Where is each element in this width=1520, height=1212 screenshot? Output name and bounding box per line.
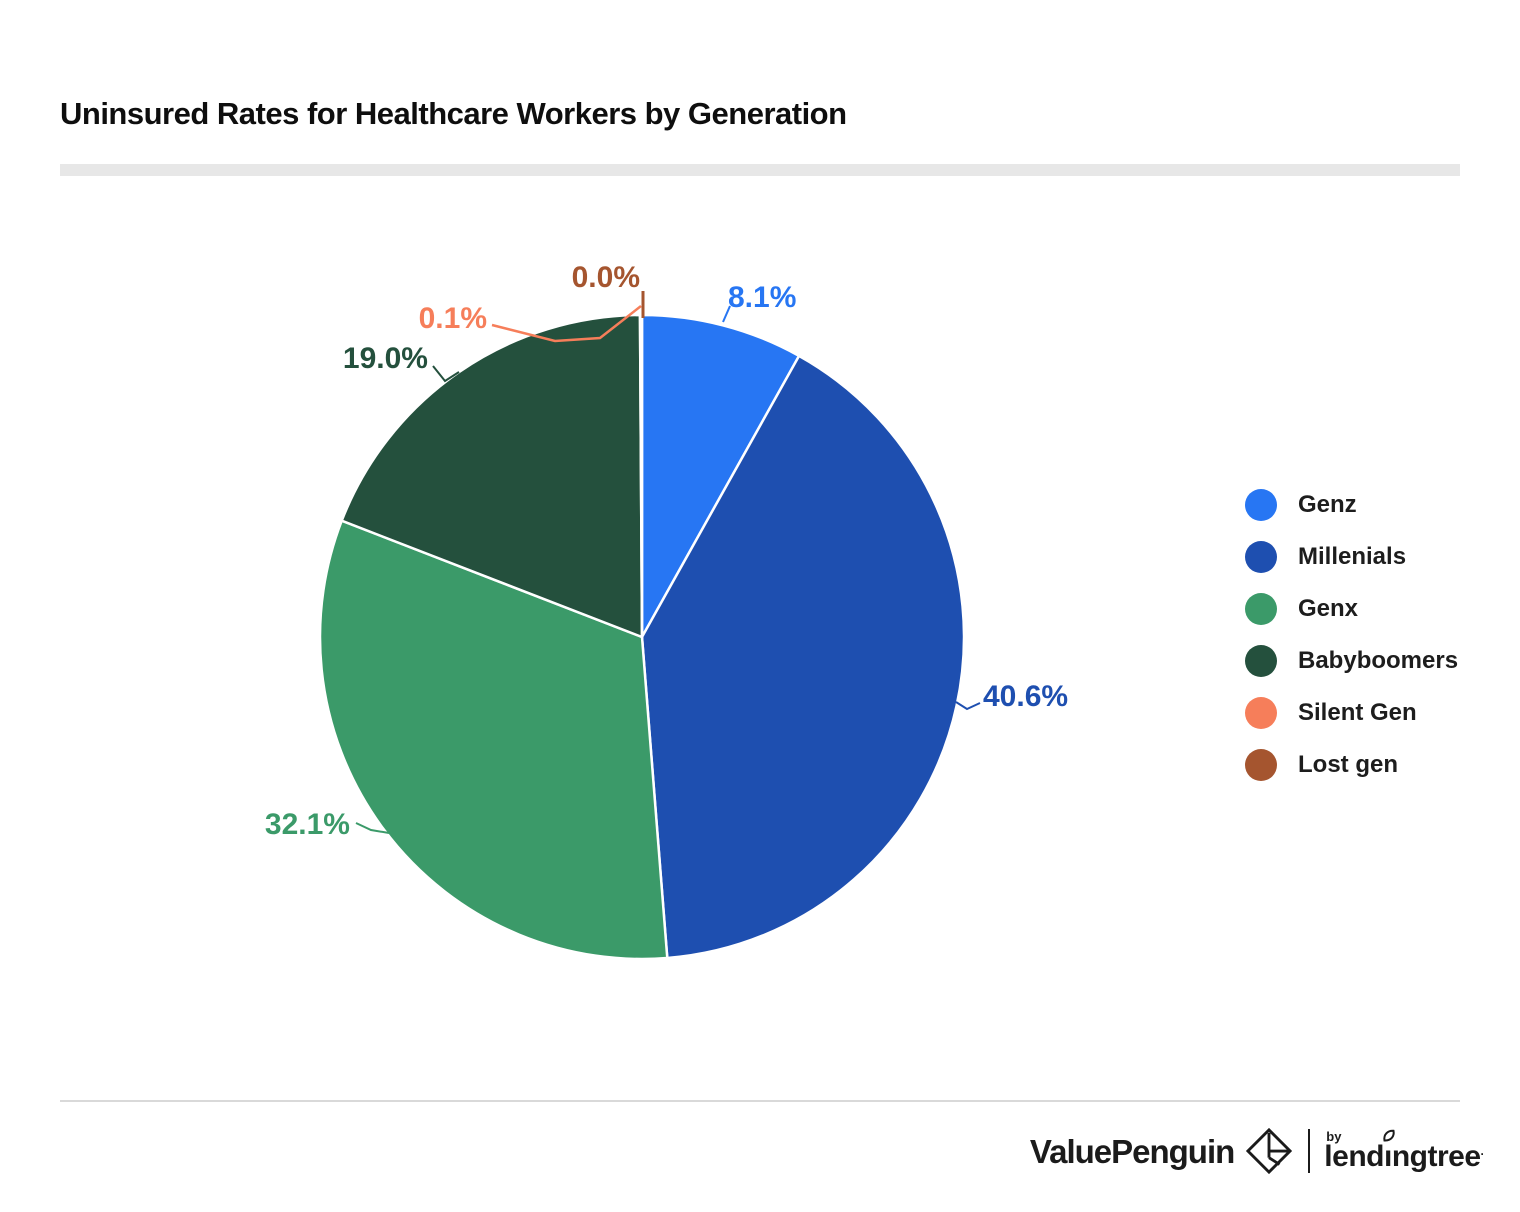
pie-slices-layer: [318, 313, 966, 961]
pie-slice-millenials[interactable]: [640, 354, 966, 960]
logo-separator: [1308, 1129, 1311, 1173]
pie-slice-genx[interactable]: [318, 519, 669, 961]
legend-item-genx[interactable]: Genx: [1245, 593, 1458, 625]
callout-line-silent-gen: [491, 305, 642, 343]
callout-lines-layer: [355, 291, 981, 834]
legend: Genz Millenials Genx Babyboomers Silent Gen L…: [1245, 489, 1458, 801]
pie-slice-genz[interactable]: [640, 313, 801, 642]
chart-title: Uninsured Rates for Healthcare Workers b…: [60, 96, 847, 131]
legend-item-babyboomers[interactable]: Babyboomers: [1245, 645, 1458, 677]
legend-label: Babyboomers: [1298, 647, 1459, 674]
value-label-lost-gen: 0.0%: [571, 261, 640, 294]
footer-divider-line: [60, 1100, 1460, 1102]
legend-item-millenials[interactable]: Millenials: [1245, 541, 1458, 573]
pie-slice-babyboomers[interactable]: [340, 313, 644, 639]
value-label-babyboomers: 19.0%: [342, 342, 428, 375]
legend-swatch-icon: [1245, 541, 1277, 573]
legend-label: Lost gen: [1298, 751, 1398, 778]
legend-swatch-icon: [1245, 697, 1277, 729]
valuepenguin-logo-text: ValuePenguin: [1029, 1132, 1235, 1170]
lendingtree-logo: by lendı ngtree·: [1324, 1129, 1484, 1172]
value-label-genx: 32.1%: [264, 808, 350, 841]
footer-branding: ValuePenguin by lendı ngtree·: [0, 1128, 1520, 1174]
legend-swatch-icon: [1245, 749, 1277, 781]
legend-label: Genz: [1298, 491, 1357, 518]
callout-line-babyboomers: [432, 365, 460, 383]
value-label-millenials: 40.6%: [983, 680, 1069, 713]
lendingtree-logo-text: lendı ngtree·: [1324, 1129, 1484, 1172]
legend-label: Millenials: [1298, 543, 1407, 570]
leaf-icon: [1383, 1129, 1395, 1142]
legend-swatch-icon: [1245, 489, 1277, 521]
title-underline-bar: [60, 164, 1460, 176]
callout-line-millenials: [955, 701, 981, 711]
value-label-genz: 8.1%: [728, 281, 797, 314]
legend-label: Genx: [1298, 595, 1359, 622]
legend-swatch-icon: [1245, 593, 1277, 625]
legend-swatch-icon: [1245, 645, 1277, 677]
by-label: by: [1326, 1129, 1342, 1144]
callout-line-genz: [722, 305, 731, 323]
legend-item-lost-gen[interactable]: Lost gen: [1245, 749, 1458, 781]
value-label-silent-gen: 0.1%: [418, 302, 487, 335]
valuepenguin-diamond-icon: [1246, 1128, 1293, 1174]
legend-item-genz[interactable]: Genz: [1245, 489, 1458, 521]
callout-line-genx: [355, 822, 390, 834]
legend-label: Silent Gen: [1298, 699, 1417, 726]
legend-item-silent-gen[interactable]: Silent Gen: [1245, 697, 1458, 729]
